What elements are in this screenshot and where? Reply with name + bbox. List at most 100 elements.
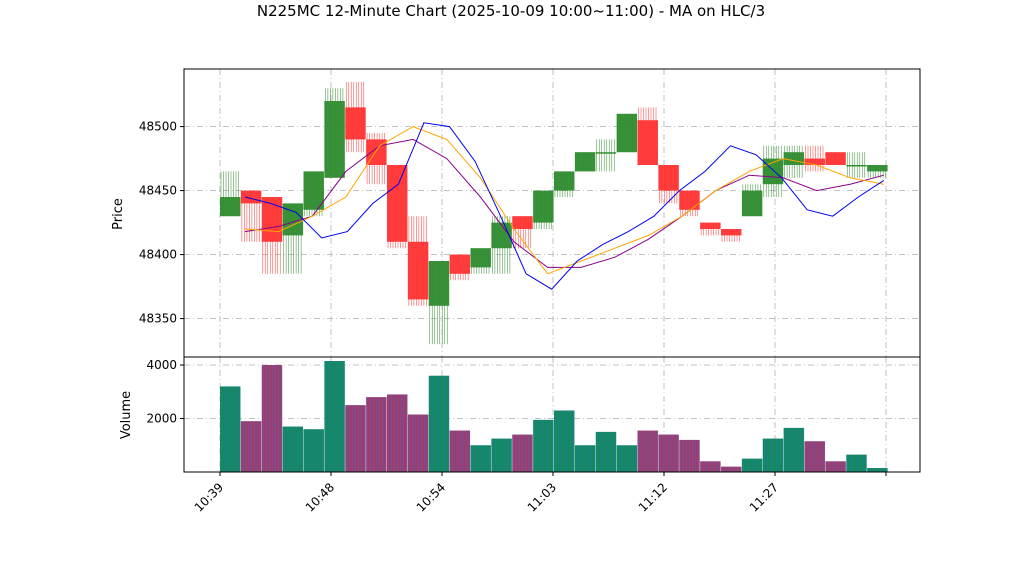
price-bar-up	[574, 152, 596, 172]
price-bar-up	[303, 171, 324, 217]
volume-bar-body	[616, 445, 638, 472]
price-bar-body	[345, 107, 366, 140]
volume-bar-body	[261, 365, 283, 472]
price-bar-body	[846, 165, 867, 167]
volume-bar-body	[825, 461, 846, 472]
price-bar-down	[658, 165, 679, 204]
volume-bar-up	[867, 467, 888, 472]
volume-bar-up	[554, 410, 575, 472]
price-bar-body	[721, 229, 742, 236]
x-tick-label: 10:48	[303, 480, 337, 514]
price-bar-up	[846, 152, 867, 178]
price-bar-body	[700, 222, 721, 229]
volume-bar-up	[762, 438, 784, 472]
volume-bar-up	[324, 361, 345, 472]
volume-bar-body	[637, 430, 658, 472]
price-bar-down	[345, 81, 366, 153]
volume-bar-body	[867, 467, 888, 472]
ma-fast-line	[244, 122, 885, 290]
price-tick-label: 48400	[139, 248, 177, 262]
price-bar-up	[616, 113, 638, 153]
volume-bar-down	[345, 405, 366, 472]
volume-tick-label: 2000	[146, 412, 177, 426]
volume-bar-body	[324, 361, 345, 472]
volume-bar-body	[282, 426, 304, 472]
volume-panel: 2000 4000 Volume	[119, 356, 921, 473]
x-tick-label: 10:54	[414, 480, 448, 514]
price-panel: 48350 48400 48450 48500 Price	[111, 68, 921, 358]
price-bar-up	[533, 190, 554, 229]
volume-y-axis-label: Volume	[119, 391, 134, 439]
x-axis-ticks: 10:39 10:48 10:54 11:03 11:12 11:27	[192, 472, 887, 515]
x-tick-label: 10:39	[192, 480, 226, 514]
price-bar-up	[741, 184, 763, 217]
price-y-axis-label: Price	[111, 198, 126, 230]
price-bar-down	[387, 165, 408, 249]
volume-bar-body	[595, 431, 617, 472]
price-bar-body	[533, 190, 554, 223]
price-bar-body	[595, 152, 617, 154]
x-tick-label: 11:27	[747, 480, 781, 514]
price-bar-body	[240, 190, 262, 204]
price-bar-body	[407, 241, 429, 300]
price-bar-body	[679, 190, 700, 210]
volume-bar-down	[387, 394, 408, 472]
volume-bar-body	[783, 427, 805, 472]
price-bar-body	[658, 165, 679, 191]
volume-bar-body	[721, 466, 742, 472]
price-bar-body	[512, 216, 533, 229]
volume-bar-down	[240, 421, 262, 472]
volume-bar-down	[658, 434, 679, 472]
volume-panel-border	[183, 356, 921, 473]
volume-bar-down	[449, 430, 471, 472]
volume-bar-body	[345, 405, 366, 472]
price-bar-down	[449, 254, 471, 281]
price-bar-up	[220, 171, 241, 217]
price-bar-body	[428, 261, 450, 306]
price-bar-down	[637, 107, 658, 165]
price-tick-label: 48350	[139, 312, 177, 326]
volume-bar-body	[470, 445, 491, 472]
volume-bar-body	[387, 394, 408, 472]
moving-average-lines	[244, 122, 885, 290]
price-bar-body	[470, 248, 491, 268]
volume-bar-body	[700, 461, 721, 472]
price-bar-down	[679, 190, 700, 217]
volume-bar-down	[407, 414, 429, 472]
price-bar-body	[324, 101, 345, 178]
x-tick-label: 11:12	[636, 480, 670, 514]
price-bar-body	[220, 197, 241, 217]
volume-bar-down	[700, 461, 721, 472]
volume-bar-up	[574, 445, 596, 472]
price-bar-body	[637, 120, 658, 165]
volume-bar-down	[261, 365, 283, 472]
volume-bar-down	[366, 397, 387, 472]
price-bar-down	[825, 152, 846, 165]
volume-bars	[220, 361, 888, 472]
chart-title: N225MC 12-Minute Chart (2025-10-09 10:00…	[257, 2, 765, 20]
volume-bar-up	[616, 445, 638, 472]
volume-bar-body	[512, 434, 533, 472]
volume-bar-up	[846, 454, 867, 472]
volume-bar-down	[637, 430, 658, 472]
volume-bar-body	[303, 429, 324, 472]
volume-bar-up	[783, 427, 805, 472]
volume-bar-body	[428, 375, 450, 472]
volume-bar-body	[491, 438, 512, 472]
volume-bar-body	[658, 434, 679, 472]
volume-bar-body	[762, 438, 784, 472]
volume-bar-up	[303, 429, 324, 472]
price-bar-down	[700, 222, 721, 236]
volume-bar-up	[282, 426, 304, 472]
volume-bar-down	[721, 466, 742, 472]
volume-bar-body	[533, 419, 554, 472]
volume-bar-up	[470, 445, 491, 472]
volume-bar-body	[220, 386, 241, 472]
price-bar-body	[554, 171, 575, 191]
price-bar-up	[595, 139, 617, 172]
volume-bar-down	[825, 461, 846, 472]
price-bar-up	[324, 88, 345, 178]
volume-bar-down	[804, 441, 825, 472]
price-bar-body	[574, 152, 596, 172]
